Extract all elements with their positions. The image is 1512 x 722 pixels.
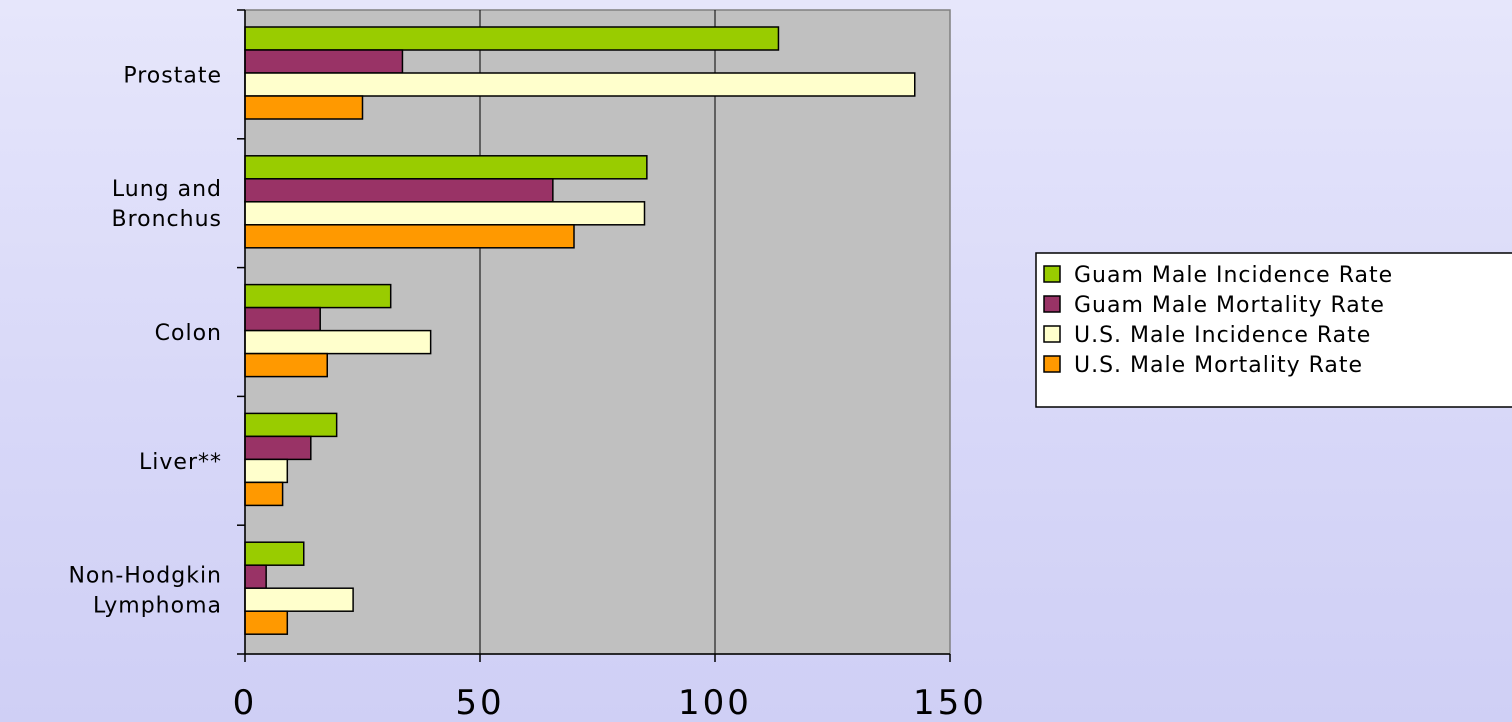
legend-box	[1035, 252, 1512, 408]
bar	[244, 541, 305, 566]
category-label: Lung and	[112, 177, 222, 202]
bar	[244, 412, 338, 438]
x-tick-label: 50	[455, 683, 504, 722]
bar	[244, 201, 646, 226]
bar	[244, 458, 289, 484]
gridlines	[479, 10, 716, 654]
x-tick-label: 150	[913, 683, 987, 722]
bar	[244, 306, 321, 332]
legend-swatch	[1043, 325, 1061, 343]
legend-label: U.S. Male Incidence Rate	[1074, 323, 1371, 348]
bar	[244, 49, 404, 74]
category-label: Colon	[155, 321, 222, 346]
bar	[244, 224, 575, 249]
legend-swatch	[1043, 265, 1061, 283]
bar	[244, 155, 648, 180]
axes	[237, 9, 951, 662]
legend-swatch	[1043, 355, 1061, 373]
x-tick-label: 100	[678, 683, 752, 722]
bar	[244, 329, 432, 355]
legend-swatch	[1043, 295, 1061, 313]
bar	[244, 587, 354, 612]
x-tick-labels: 0 50 100 150	[233, 683, 987, 722]
category-labels: Prostate Lung and Bronchus Colon Liver** Non-…	[68, 63, 222, 619]
bar	[244, 26, 780, 51]
bar	[244, 610, 289, 635]
bars	[244, 26, 916, 635]
category-label: Non-Hodgkin	[68, 564, 222, 589]
legend-label: U.S. Male Mortality Rate	[1074, 353, 1363, 378]
bar	[244, 72, 916, 97]
bar	[244, 283, 392, 309]
legend-label: Guam Male Mortality Rate	[1074, 293, 1385, 318]
category-label: Bronchus	[111, 207, 222, 232]
bar	[244, 481, 284, 507]
bar	[244, 564, 267, 589]
bar	[244, 352, 328, 378]
bar	[244, 178, 554, 203]
bar	[244, 95, 364, 120]
bar	[244, 435, 312, 461]
category-label: Lymphoma	[93, 594, 222, 619]
x-tick-label: 0	[233, 683, 258, 722]
legend-label: Guam Male Incidence Rate	[1074, 263, 1393, 288]
category-label: Liver**	[139, 450, 222, 475]
legend: Guam Male Incidence Rate Guam Male Mortal…	[1035, 252, 1512, 408]
category-label: Prostate	[123, 63, 222, 88]
